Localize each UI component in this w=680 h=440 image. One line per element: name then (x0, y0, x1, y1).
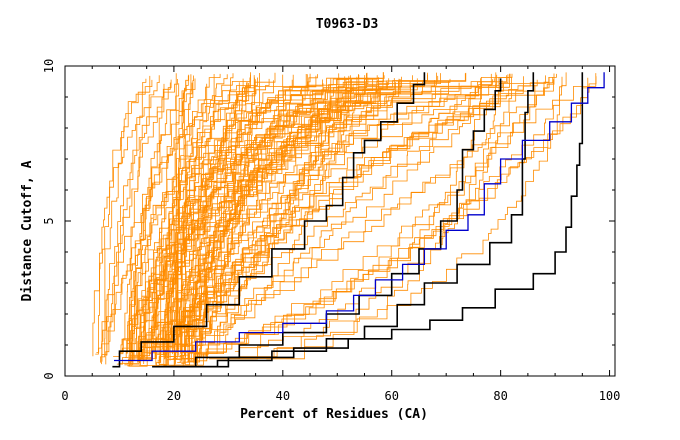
background-model-curve (139, 77, 550, 366)
background-model-curve (156, 73, 221, 367)
background-model-curve (92, 75, 151, 357)
background-model-curve (161, 73, 513, 366)
background-model-curve (169, 78, 400, 360)
background-model-curve (146, 78, 270, 355)
background-model-curve (164, 77, 554, 360)
background-model-curve (234, 73, 555, 352)
y-axis-ticks: 0 5 10 (42, 59, 615, 380)
background-model-curve (166, 82, 396, 367)
x-tick-label: 60 (385, 389, 399, 403)
background-model-curve (239, 76, 563, 357)
background-model-curve (101, 72, 251, 365)
background-model-curve (137, 76, 524, 363)
background-model-curve (101, 79, 178, 355)
background-model-curve (130, 78, 495, 366)
background-model-curve (105, 82, 248, 365)
background-model-curve (148, 73, 441, 360)
y-tick-label: 0 (42, 372, 56, 379)
background-model-curve (170, 73, 597, 360)
background-model-curve (126, 78, 332, 354)
background-model-curve (136, 78, 196, 356)
y-tick-label: 5 (42, 217, 56, 224)
background-model-curve (187, 73, 511, 362)
x-tick-label: 20 (167, 389, 181, 403)
highlighted-model-curves (112, 72, 605, 368)
background-model-curve (100, 83, 165, 363)
background-model-curve (127, 73, 510, 367)
y-tick-label: 10 (42, 59, 56, 73)
highlighted-model-curve-4 (152, 72, 584, 368)
x-axis-ticks: 0 20 40 60 80 100 (61, 66, 620, 403)
background-model-curve (121, 80, 436, 353)
background-model-curve (120, 83, 180, 354)
x-tick-label: 0 (61, 389, 68, 403)
background-model-curve (172, 72, 567, 360)
background-model-curve (193, 78, 418, 360)
background-model-curve (159, 79, 538, 365)
background-model-curve (196, 72, 437, 364)
background-model-curves (92, 72, 597, 367)
background-model-curve (163, 74, 498, 359)
background-model-curve (180, 73, 492, 363)
x-axis-label: Percent of Residues (CA) (240, 407, 428, 422)
background-model-curve (187, 77, 369, 362)
background-model-curve (148, 80, 449, 355)
highlighted-model-curve-5 (114, 72, 605, 362)
background-model-curve (141, 82, 460, 358)
background-model-curve (172, 78, 395, 355)
background-model-curve (209, 78, 481, 360)
highlighted-model-curve-3 (163, 72, 535, 368)
background-model-curve (128, 75, 507, 357)
background-model-curve (181, 77, 589, 359)
background-model-curve (101, 82, 171, 362)
highlighted-model-curve-1 (112, 72, 426, 368)
background-model-curve (95, 79, 153, 355)
background-model-curve (184, 75, 546, 366)
background-model-curve (143, 73, 367, 364)
background-model-curve (154, 80, 503, 359)
x-tick-label: 80 (493, 389, 507, 403)
y-axis-label: Distance Cutoff, A (20, 160, 35, 301)
background-model-curve (266, 72, 497, 360)
x-tick-label: 100 (599, 389, 621, 403)
background-model-curve (130, 77, 258, 352)
background-model-curve (170, 79, 554, 357)
background-model-curve (126, 79, 347, 354)
x-tick-label: 40 (276, 389, 290, 403)
highlighted-model-curve-2 (157, 78, 502, 368)
chart-title: T0963-D3 (316, 17, 379, 32)
